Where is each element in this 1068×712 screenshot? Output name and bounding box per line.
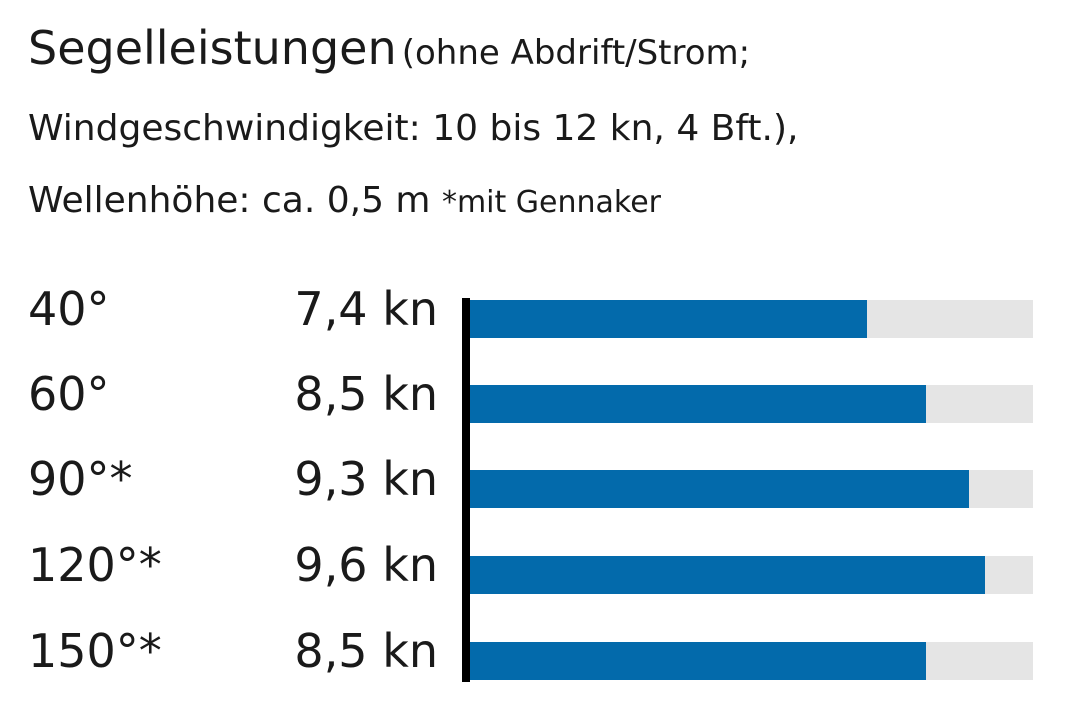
bar (470, 642, 926, 680)
category-label: 150°* (28, 624, 162, 678)
value-label: 7,4 kn (294, 282, 438, 336)
bar-row: 150°* 8,5 kn (0, 624, 1068, 682)
bar-row: 60° 8,5 kn (0, 367, 1068, 425)
chart-title-block: Segelleistungen (ohne Abdrift/Strom; Win… (28, 14, 1068, 239)
bar-row: 90°* 9,3 kn (0, 452, 1068, 510)
chart-note: *mit Gennaker (441, 185, 662, 220)
bar-row: 120°* 9,6 kn (0, 538, 1068, 596)
value-label: 9,3 kn (294, 452, 438, 506)
category-label: 60° (28, 367, 110, 421)
chart-title: Segelleistungen (28, 21, 397, 75)
y-axis-line (462, 298, 470, 682)
bar (470, 556, 985, 594)
chart-subtitle-3: Wellenhöhe: ca. 0,5 m (28, 180, 431, 221)
value-label: 8,5 kn (294, 367, 438, 421)
value-label: 9,6 kn (294, 538, 438, 592)
category-label: 40° (28, 282, 110, 336)
value-label: 8,5 kn (294, 624, 438, 678)
bar (470, 385, 926, 423)
bar (470, 300, 867, 338)
chart-subtitle-1: (ohne Abdrift/Strom; (401, 33, 751, 73)
chart-subtitle-2: Windgeschwindigkeit: 10 bis 12 kn, 4 Bft… (28, 108, 799, 149)
bar (470, 470, 969, 508)
category-label: 90°* (28, 452, 133, 506)
category-label: 120°* (28, 538, 162, 592)
bar-row: 40° 7,4 kn (0, 282, 1068, 340)
